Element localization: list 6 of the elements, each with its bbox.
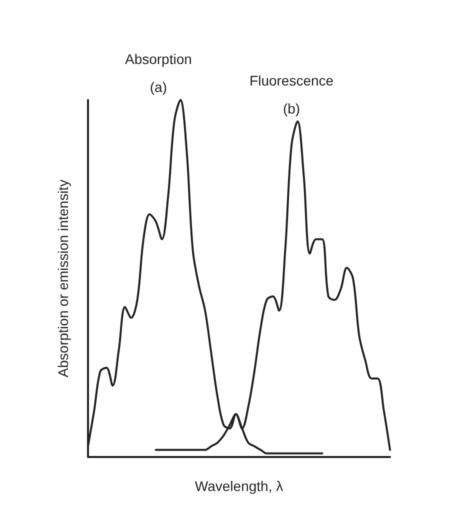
text: Fluorescence (250, 72, 334, 88)
text: (a) (150, 79, 168, 95)
x-axis-title: Wavelength, λ (194, 478, 284, 494)
y-axis-title: Absorption or emission intensity (55, 180, 71, 378)
text: Absorption (124, 51, 192, 67)
annotation: (b) (282, 100, 300, 116)
